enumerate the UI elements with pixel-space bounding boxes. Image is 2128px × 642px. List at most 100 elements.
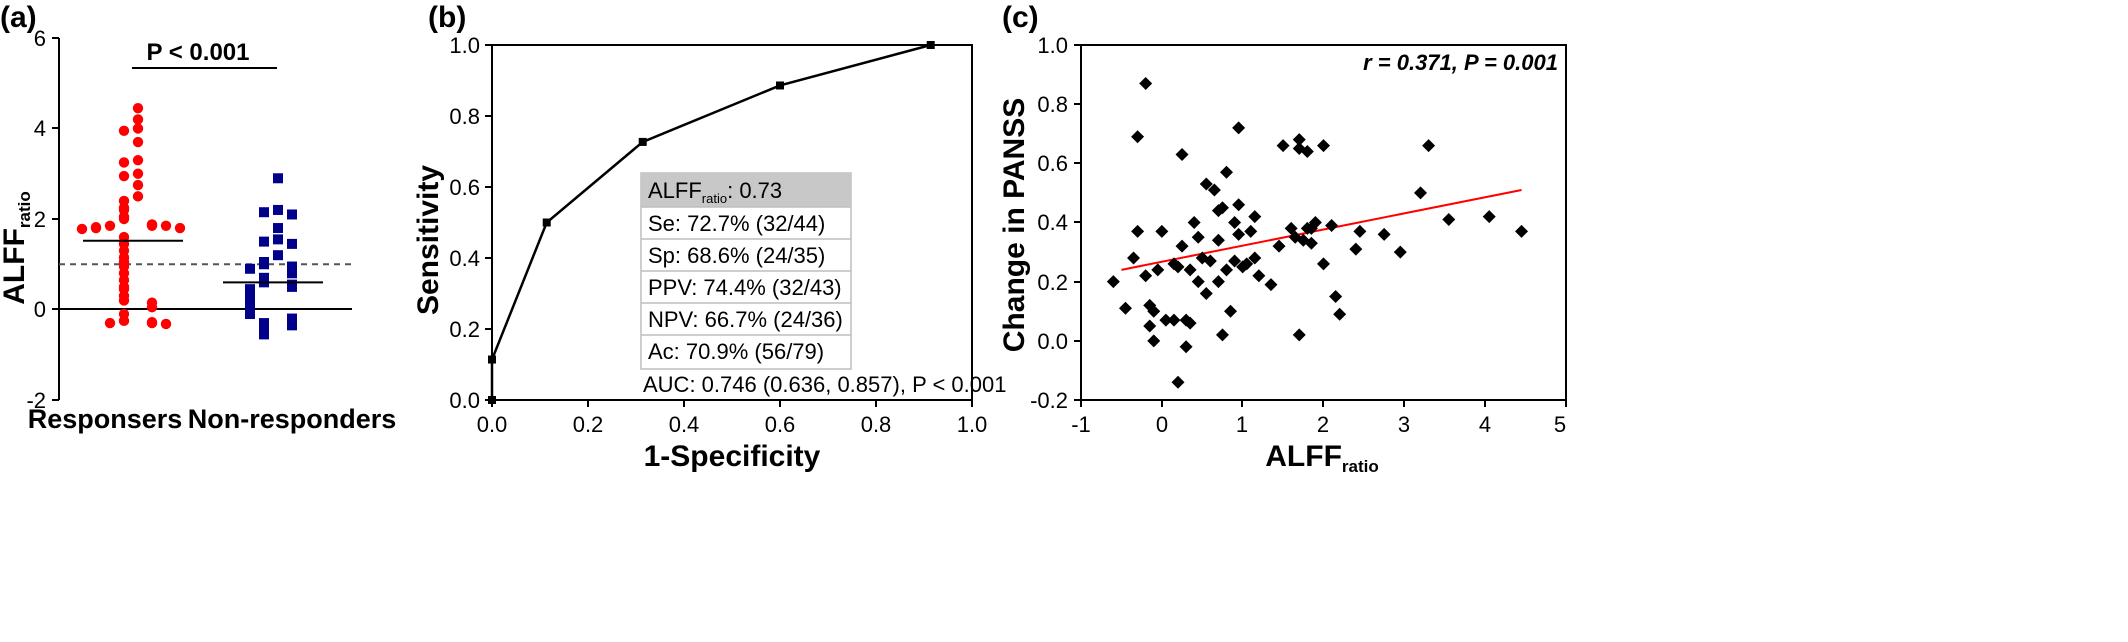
- scatter-point: [1139, 269, 1153, 283]
- scatter-point: [1264, 278, 1278, 292]
- scatter-point: [1248, 251, 1262, 265]
- scatter-point: [1244, 224, 1258, 238]
- panel-a-category-responsers: Responsers: [28, 404, 183, 434]
- scatter-point: [1175, 239, 1189, 253]
- scatter-point: [1183, 316, 1197, 330]
- responser-point: [132, 168, 144, 179]
- scatter-point: [1482, 210, 1496, 224]
- scatter-point: [1187, 216, 1201, 229]
- scatter-point: [1203, 254, 1217, 268]
- panel-c-x-tick-label: 3: [1398, 412, 1410, 437]
- panel-b-metrics-header: ALFFratio: 0.73: [648, 178, 782, 206]
- panel-c-points: [1106, 76, 1529, 389]
- panel-b-metrics-header-main: ALFF: [648, 178, 702, 203]
- scatter-point: [1167, 313, 1181, 327]
- scatter-point: [1353, 224, 1367, 238]
- scatter-point: [1147, 334, 1161, 348]
- responser-point: [132, 154, 144, 166]
- panel-c-label: (c): [1002, 1, 1039, 34]
- panel-b-label: (b): [428, 1, 466, 34]
- panel-c-y-tick-label: 0.8: [1037, 92, 1068, 117]
- responser-point: [132, 102, 144, 114]
- panel-b-y-tick-label: 0.0: [449, 388, 480, 413]
- nonresponder-point: [273, 250, 283, 261]
- panel-b-auc: AUC: 0.746 (0.636, 0.857), P < 0.001: [643, 372, 1006, 397]
- scatter-point: [1308, 216, 1322, 229]
- scatter-point: [1191, 230, 1205, 244]
- panel-c-x-tick-label: 4: [1479, 412, 1491, 437]
- scatter-point: [1248, 210, 1262, 224]
- scatter-point: [1515, 224, 1529, 238]
- responser-point: [132, 179, 144, 191]
- panel-b-metric-ppv: PPV: 74.4% (32/43): [648, 275, 842, 300]
- responser-point: [146, 302, 158, 313]
- scatter-point: [1215, 328, 1229, 342]
- roc-point: [926, 41, 935, 49]
- scatter-point: [1118, 301, 1132, 315]
- scatter-point: [1199, 287, 1213, 300]
- panel-a-ylabel-sub: ratio: [15, 191, 34, 228]
- panel-a-y-tick-label: 0: [34, 297, 46, 322]
- nonresponder-point: [259, 318, 269, 329]
- responser-point: [160, 318, 172, 330]
- panel-c-fit-line: [1121, 188, 1522, 271]
- panel-b-x-tick-label: 0.0: [477, 412, 508, 437]
- nonresponder-point: [287, 238, 297, 249]
- panel-b-auc-text: AUC: 0.746 (0.636, 0.857),: [643, 372, 912, 397]
- panel-c-y-axis-title: Change in PANSS: [998, 98, 1031, 352]
- panel-b-metric-ac: Ac: 70.9% (56/79): [648, 339, 824, 364]
- scatter-point: [1155, 224, 1169, 238]
- responser-point: [174, 222, 186, 234]
- nonresponder-point: [287, 209, 297, 220]
- scatter-point: [1272, 239, 1286, 253]
- panel-b-metrics-box-header: [641, 173, 851, 207]
- scatter-point: [1300, 145, 1314, 158]
- roc-point: [488, 355, 496, 364]
- panel-a-y-tick-label: 4: [34, 116, 46, 141]
- scatter-point: [1228, 254, 1242, 268]
- scatter-point: [1151, 263, 1165, 277]
- scatter-point: [1106, 275, 1120, 289]
- scatter-point: [1199, 177, 1213, 191]
- responser-point: [132, 114, 144, 125]
- nonresponder-point: [273, 204, 283, 215]
- panel-b-roc-curve: [490, 43, 932, 400]
- scatter-point: [1414, 186, 1427, 200]
- panel-c-x-tick-label: 0: [1156, 412, 1168, 437]
- scatter-point: [1215, 201, 1229, 215]
- scatter-point: [1304, 236, 1318, 250]
- panel-b-y-tick-label: 0.4: [449, 246, 480, 271]
- panel-c-correlation: r = 0.371, P = 0.001: [1363, 50, 1558, 75]
- roc-point: [776, 81, 784, 90]
- scatter-point: [1240, 257, 1254, 271]
- scatter-point: [1171, 260, 1185, 274]
- responser-point: [118, 315, 130, 327]
- panel-c-y-tick-label: 1.0: [1037, 33, 1068, 58]
- responser-point: [118, 170, 130, 182]
- scatter-point: [1139, 76, 1153, 90]
- nonresponder-point: [245, 263, 255, 274]
- responser-point: [118, 295, 130, 306]
- panel-b-y-ticks: 1.0 0.8 0.6 0.4 0.2 0.0: [449, 33, 492, 413]
- nonresponder-point: [273, 223, 283, 234]
- responser-point: [132, 123, 144, 134]
- panel-b-x-tick-label: 0.2: [573, 412, 604, 437]
- panel-c-xlabel: ALFF: [1265, 440, 1342, 473]
- scatter-point: [1317, 257, 1330, 271]
- responser-point: [132, 136, 144, 148]
- panel-a-label: (a): [0, 1, 37, 34]
- panel-c-y-tick-label: 0.4: [1037, 210, 1068, 235]
- nonresponder-point: [287, 313, 297, 324]
- responser-point: [118, 157, 130, 168]
- scatter-point: [1325, 218, 1339, 232]
- panel-a-ylabel: ALFF: [0, 228, 31, 305]
- panel-b-x-tick-label: 0.6: [765, 412, 796, 437]
- panel-b-metrics-header-rest: : 0.73: [727, 178, 782, 203]
- scatter-point: [1422, 139, 1436, 153]
- scatter-point: [1220, 263, 1233, 277]
- responser-point: [160, 220, 172, 231]
- panel-b-y-tick-label: 0.2: [449, 317, 480, 342]
- nonresponder-point: [287, 261, 297, 272]
- panel-a-category-nonresponders: Non-responders: [188, 404, 397, 434]
- panel-b-x-axis-title: 1-Specificity: [644, 440, 821, 473]
